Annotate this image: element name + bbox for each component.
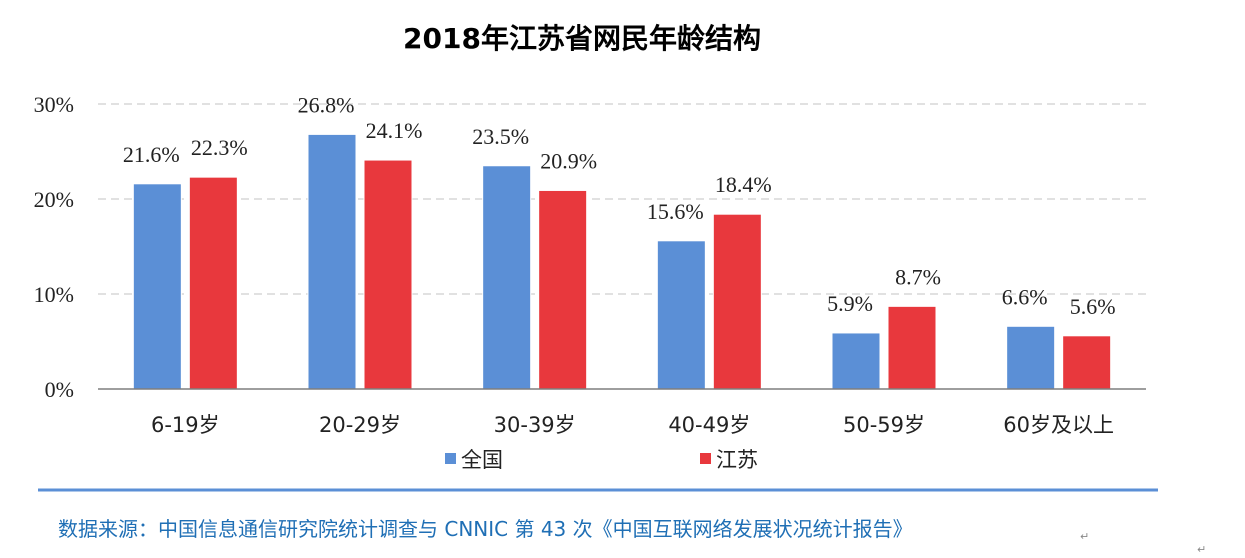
bar-全国-40-49岁	[656, 240, 706, 390]
data-label: 22.3%	[191, 135, 248, 160]
data-label: 18.4%	[715, 172, 772, 197]
paragraph-mark: ↵	[1080, 530, 1089, 543]
y-tick-label: 20%	[34, 187, 74, 212]
legend: 全国 江苏	[445, 448, 758, 472]
x-tick-label: 30-39岁	[494, 413, 576, 437]
chart-title: 2018年江苏省网民年龄结构	[403, 22, 761, 55]
legend-label: 全国	[461, 448, 503, 472]
gridlines	[98, 103, 1146, 295]
legend-swatch-全国	[445, 453, 456, 464]
source-note: 数据来源：中国信息通信研究院统计调查与 CNNIC 第 43 次《中国互联网络发…	[58, 517, 913, 541]
bar-江苏-40-49岁	[712, 213, 762, 390]
bar-全国-6-19岁	[132, 183, 182, 390]
data-label: 5.9%	[827, 291, 873, 316]
y-tick-label: 10%	[34, 282, 74, 307]
data-labels: 21.6% 22.3% 26.8% 24.1% 23.5% 20.9% 15.6% 18.4%…	[123, 92, 1116, 318]
x-axis-tick-labels: 6-19岁 20-29岁 30-39岁 40-49岁 50-59岁 60岁及以上	[151, 413, 1114, 437]
x-tick-label: 6-19岁	[151, 413, 220, 437]
bar-江苏-20-29岁	[363, 159, 413, 390]
bar-江苏-6-19岁	[188, 176, 238, 390]
data-label: 15.6%	[647, 199, 704, 224]
legend-label: 江苏	[716, 448, 758, 472]
bar-全国-60岁及以上	[1006, 325, 1056, 390]
data-label: 26.8%	[298, 92, 355, 117]
x-tick-label: 60岁及以上	[1003, 413, 1114, 437]
data-label: 20.9%	[540, 148, 597, 173]
bar-全国-30-39岁	[482, 165, 532, 390]
y-tick-label: 30%	[34, 92, 74, 117]
paragraph-mark-2: ↵	[1197, 543, 1206, 556]
bars	[132, 133, 1112, 390]
y-tick-label: 0%	[45, 377, 74, 402]
data-label: 21.6%	[123, 142, 180, 167]
data-label: 8.7%	[895, 264, 941, 289]
data-label: 24.1%	[366, 118, 423, 143]
data-label: 5.6%	[1070, 294, 1116, 319]
data-label: 23.5%	[472, 124, 529, 149]
y-axis-tick-labels: 0% 10% 20% 30%	[34, 92, 74, 402]
data-label: 6.6%	[1002, 284, 1048, 309]
x-tick-label: 50-59岁	[843, 413, 925, 437]
x-tick-label: 20-29岁	[319, 413, 401, 437]
x-tick-label: 40-49岁	[668, 413, 750, 437]
bar-江苏-30-39岁	[538, 189, 588, 390]
bar-全国-50-59岁	[831, 332, 881, 390]
bar-全国-20-29岁	[307, 133, 357, 390]
bar-江苏-50-59岁	[887, 305, 937, 390]
bar-江苏-60岁及以上	[1062, 335, 1112, 390]
legend-swatch-江苏	[700, 453, 711, 464]
